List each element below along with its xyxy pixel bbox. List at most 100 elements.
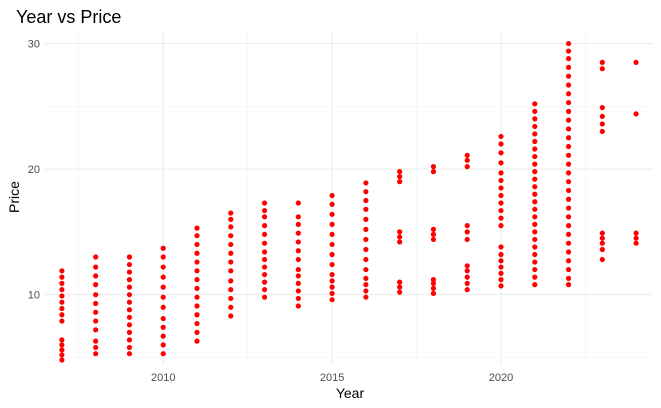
- data-point: [565, 231, 572, 238]
- data-point: [194, 250, 200, 256]
- data-point: [498, 277, 504, 283]
- data-point: [397, 239, 403, 245]
- data-point: [329, 192, 335, 199]
- data-point: [329, 241, 335, 248]
- data-point: [160, 274, 166, 280]
- data-point: [565, 152, 572, 158]
- data-point: [430, 285, 437, 292]
- x-tick-label: 2010: [151, 372, 175, 384]
- data-point: [498, 207, 504, 214]
- data-point: [295, 303, 301, 309]
- data-point: [261, 271, 268, 278]
- data-point: [363, 294, 369, 300]
- data-point: [633, 59, 639, 65]
- data-point: [295, 221, 301, 227]
- data-point: [532, 153, 538, 160]
- data-point: [59, 268, 65, 274]
- data-point: [160, 264, 166, 270]
- data-point: [565, 170, 572, 176]
- data-point: [194, 241, 200, 248]
- data-point: [430, 277, 437, 283]
- data-point: [194, 225, 200, 231]
- data-point: [532, 282, 538, 288]
- data-point: [363, 282, 369, 288]
- data-point: [532, 274, 538, 280]
- data-point: [126, 344, 133, 351]
- data-point: [599, 104, 605, 111]
- data-point: [498, 283, 504, 289]
- data-points: [59, 40, 639, 363]
- data-point: [565, 82, 572, 88]
- data-point: [295, 288, 301, 294]
- data-point: [329, 297, 335, 303]
- data-point: [295, 273, 301, 279]
- data-point: [194, 338, 200, 344]
- data-point: [261, 294, 268, 300]
- data-point: [532, 259, 538, 265]
- data-point: [93, 327, 99, 333]
- data-point: [565, 179, 572, 185]
- data-point: [228, 210, 234, 216]
- data-point: [295, 295, 301, 302]
- data-point: [599, 113, 605, 119]
- data-point: [565, 64, 572, 71]
- data-point: [532, 146, 538, 152]
- data-point: [599, 121, 605, 127]
- data-point: [565, 56, 572, 62]
- data-point: [430, 290, 437, 297]
- data-point: [565, 161, 572, 167]
- data-point: [498, 177, 504, 184]
- data-point: [126, 314, 133, 320]
- data-point: [194, 259, 200, 265]
- data-point: [228, 278, 234, 284]
- data-point: [329, 251, 335, 258]
- x-tick-label: 2020: [489, 372, 513, 384]
- data-point: [59, 305, 65, 312]
- data-point: [532, 236, 538, 243]
- data-point: [565, 258, 572, 264]
- data-point: [261, 223, 268, 229]
- data-point: [93, 254, 99, 260]
- data-point: [228, 268, 234, 274]
- data-point: [599, 230, 605, 236]
- data-point: [532, 161, 538, 167]
- data-point: [261, 231, 268, 238]
- data-point: [565, 214, 572, 220]
- y-axis-tick-labels: 10 20 30: [28, 39, 40, 302]
- data-point: [363, 216, 369, 222]
- data-point: [59, 299, 65, 305]
- data-point: [363, 189, 369, 195]
- data-point: [160, 284, 166, 290]
- data-point: [464, 263, 470, 269]
- data-point: [126, 277, 133, 283]
- data-point: [532, 206, 538, 212]
- data-point: [565, 126, 572, 132]
- data-point: [532, 229, 538, 235]
- y-axis-title: Price: [6, 181, 22, 213]
- data-point: [59, 293, 65, 299]
- data-point: [599, 66, 605, 72]
- data-point: [194, 303, 200, 309]
- data-point: [59, 357, 65, 363]
- data-point: [126, 292, 133, 298]
- data-point: [59, 347, 65, 353]
- data-point: [363, 206, 369, 212]
- data-point: [160, 304, 166, 310]
- data-point: [93, 282, 99, 288]
- data-point: [59, 274, 65, 280]
- data-point: [295, 280, 301, 286]
- minor-gridlines: [45, 31, 653, 365]
- data-point: [363, 288, 369, 294]
- data-point: [160, 333, 166, 339]
- x-tick-label: 2015: [320, 372, 344, 384]
- data-point: [565, 117, 572, 123]
- data-point: [295, 256, 301, 263]
- data-point: [160, 351, 166, 357]
- chart-title: Year vs Price: [16, 7, 121, 27]
- data-point: [194, 320, 200, 327]
- data-point: [565, 99, 572, 106]
- data-point: [194, 294, 200, 300]
- data-point: [397, 279, 403, 285]
- data-point: [261, 240, 268, 246]
- data-point: [430, 169, 437, 175]
